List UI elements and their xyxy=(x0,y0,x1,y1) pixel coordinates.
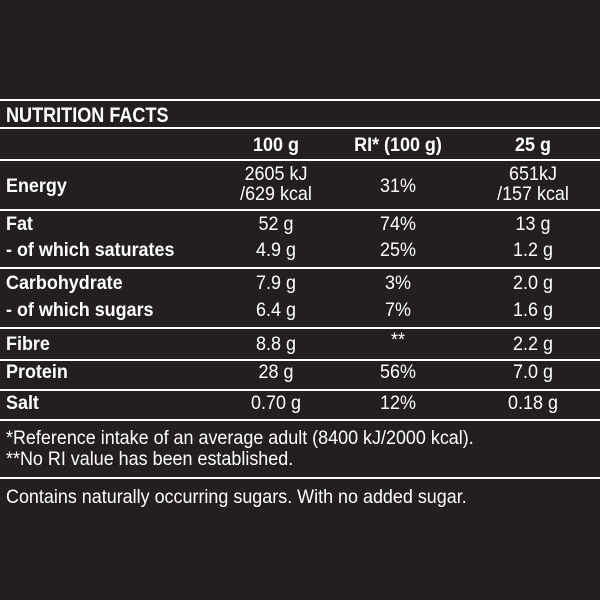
fat-rule xyxy=(0,267,600,269)
row-label-salt: Salt xyxy=(6,392,39,414)
protein-100g: 28 g xyxy=(258,361,294,383)
salt-25g: 0.18 g xyxy=(508,392,558,414)
top-rule xyxy=(0,99,600,101)
carbohydrate-ri: 3% xyxy=(385,272,411,294)
fibre-rule xyxy=(0,359,600,361)
energy-100g-kcal: /629 kcal xyxy=(240,183,312,205)
row-label-protein: Protein xyxy=(6,361,68,383)
sugar-statement: Contains naturally occurring sugars. Wit… xyxy=(6,486,467,508)
energy-rule xyxy=(0,209,600,211)
row-label-fat: Fat xyxy=(6,213,33,235)
salt-100g: 0.70 g xyxy=(251,392,301,414)
sugars-100g: 6.4 g xyxy=(256,299,296,321)
footnote-reference-intake: *Reference intake of an average adult (8… xyxy=(6,427,474,449)
protein-25g: 7.0 g xyxy=(513,361,553,383)
table-title: NUTRITION FACTS xyxy=(6,104,169,127)
saturates-100g: 4.9 g xyxy=(256,239,296,261)
footnote-rule xyxy=(0,477,600,479)
fibre-25g: 2.2 g xyxy=(513,333,553,355)
fat-25g: 13 g xyxy=(515,213,551,235)
saturates-ri: 25% xyxy=(380,239,416,261)
saturates-25g: 1.2 g xyxy=(513,239,553,261)
sugars-ri: 7% xyxy=(385,299,411,321)
salt-rule xyxy=(0,419,600,421)
protein-ri: 56% xyxy=(380,361,416,383)
title-rule xyxy=(0,127,600,129)
energy-25g-kj: 651kJ xyxy=(509,163,557,185)
footnote-no-ri: **No RI value has been established. xyxy=(6,448,294,470)
header-rule xyxy=(0,159,600,161)
row-label-fibre: Fibre xyxy=(6,333,50,355)
carbohydrate-rule xyxy=(0,327,600,329)
row-label-saturates: - of which saturates xyxy=(6,239,175,261)
fat-100g: 52 g xyxy=(258,213,294,235)
energy-ri: 31% xyxy=(380,175,416,197)
carbohydrate-100g: 7.9 g xyxy=(256,272,296,294)
energy-25g-kcal: /157 kcal xyxy=(497,183,569,205)
fibre-100g: 8.8 g xyxy=(256,333,296,355)
row-label-carbohydrate: Carbohydrate xyxy=(6,272,123,294)
row-label-sugars: - of which sugars xyxy=(6,299,154,321)
carbohydrate-25g: 2.0 g xyxy=(513,272,553,294)
salt-ri: 12% xyxy=(380,392,416,414)
row-label-energy: Energy xyxy=(6,175,67,197)
energy-100g-kj: 2605 kJ xyxy=(244,163,308,185)
column-header-ri: RI* (100 g) xyxy=(354,134,442,156)
sugars-25g: 1.6 g xyxy=(513,299,553,321)
column-header-100g: 100 g xyxy=(253,134,299,156)
column-header-25g: 25 g xyxy=(515,134,551,156)
fibre-ri: ** xyxy=(391,329,405,351)
fat-ri: 74% xyxy=(380,213,416,235)
protein-rule xyxy=(0,389,600,391)
